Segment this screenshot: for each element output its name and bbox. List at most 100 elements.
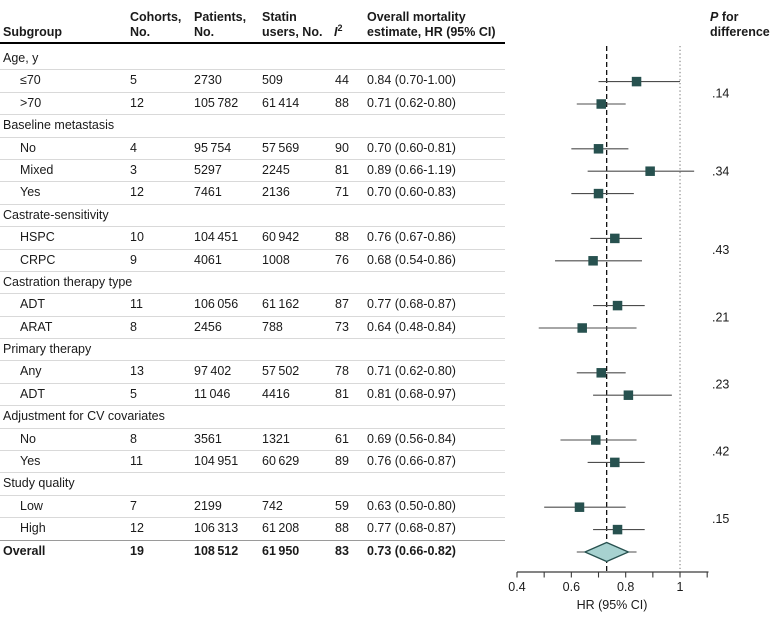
cell-cohorts: 12 [130,521,144,536]
cell-i2: 73 [335,319,349,334]
table-section-row: Baseline metastasis [0,115,505,138]
cell-patients: 7461 [194,185,222,200]
col-header-mortality-estimate: Overall mortality estimate, HR (95% CI) [367,10,496,39]
cell-hr: 0.70 (0.60-0.83) [367,185,456,200]
cell-label: Primary therapy [3,342,92,357]
p-for-difference-value: .23 [712,378,729,392]
hr-point-marker [591,435,601,445]
cell-i2: 78 [335,364,349,379]
cell-i2: 44 [335,73,349,88]
x-axis-tick-label: 1 [677,580,684,594]
hr-point-marker [645,166,655,176]
cell-cohorts: 5 [130,386,137,401]
cell-patients: 4061 [194,252,222,267]
cell-label: ≤70 [20,73,41,88]
cell-patients: 5297 [194,162,222,177]
cell-label: Overall [3,543,46,558]
col-header-patients: Patients, No. [194,10,247,39]
cell-statin: 2136 [262,185,290,200]
cell-hr: 0.69 (0.56-0.84) [367,431,456,446]
cell-cohorts: 8 [130,319,137,334]
table-row: No 8 3561 1321 61 0.69 (0.56-0.84) [0,429,505,452]
cell-statin: 4416 [262,386,290,401]
hr-point-marker [612,524,623,535]
x-axis-tick-label: 0.8 [617,580,634,594]
p-for-difference-value: .43 [712,243,729,257]
table-row: Mixed 3 5297 2245 81 0.89 (0.66-1.19) [0,160,505,183]
table-row: HSPC 10 104 451 60 942 88 0.76 (0.67-0.86) [0,227,505,250]
cell-cohorts: 8 [130,431,137,446]
col-header-statin-users: Statin users, No. [262,10,323,39]
cell-hr: 0.76 (0.66-0.87) [367,454,456,469]
table-section-row: Castration therapy type [0,272,505,295]
cell-cohorts: 10 [130,230,144,245]
table-row: Any 13 97 402 57 502 78 0.71 (0.62-0.80) [0,361,505,384]
cell-cohorts: 13 [130,364,144,379]
cell-patients: 2730 [194,73,222,88]
cell-statin: 2245 [262,162,290,177]
cell-hr: 0.73 (0.66-0.82) [367,543,456,558]
cell-patients: 106 313 [194,521,239,536]
cell-cohorts: 11 [130,454,143,469]
cell-statin: 60 942 [262,230,300,245]
p-for-difference-value: .21 [712,310,729,324]
cell-statin: 788 [262,319,283,334]
cell-hr: 0.63 (0.50-0.80) [367,498,456,513]
hr-point-marker [610,457,620,468]
cell-label: Age, y [3,51,39,65]
hr-point-marker [596,368,606,378]
hr-point-marker [577,323,587,333]
cell-label: High [20,521,46,536]
table-section-row: Castrate-sensitivity [0,205,505,228]
cell-label: ADT [20,386,45,401]
cell-label: Study quality [3,476,75,491]
table-row: Yes 12 7461 2136 71 0.70 (0.60-0.83) [0,182,505,205]
cell-patients: 2456 [194,319,222,334]
x-axis-title: HR (95% CI) [577,598,648,612]
cell-statin: 60 629 [262,454,300,469]
table-row: High 12 106 313 61 208 88 0.77 (0.68-0.87) [0,518,505,541]
cell-patients: 105 782 [194,95,239,110]
cell-label: Low [20,498,43,513]
table-row: ≤70 5 2730 509 44 0.84 (0.70-1.00) [0,70,505,93]
hr-point-marker [596,99,606,109]
cell-label: Castration therapy type [3,274,133,289]
x-axis-tick-label: 0.6 [563,580,580,594]
hr-point-marker [610,233,620,244]
cell-statin: 57 502 [262,364,300,379]
cell-i2: 61 [335,431,349,446]
cell-label: No [20,431,36,446]
cell-i2: 76 [335,252,349,267]
cell-label: ADT [20,297,45,312]
col-header-i-squared: I2 [334,22,343,39]
cell-hr: 0.77 (0.68-0.87) [367,521,456,536]
cell-label: No [20,140,36,155]
cell-i2: 81 [335,386,349,401]
cell-label: >70 [20,95,42,110]
cell-statin: 1008 [262,252,290,267]
cell-statin: 57 569 [262,140,300,155]
table-row: CRPC 9 4061 1008 76 0.68 (0.54-0.86) [0,250,505,272]
cell-i2: 81 [335,162,349,177]
cell-statin: 1321 [262,431,290,446]
cell-hr: 0.77 (0.68-0.87) [367,297,456,312]
cell-cohorts: 4 [130,140,137,155]
table-section-row: Study quality [0,473,505,496]
cell-i2: 88 [335,230,349,245]
hr-point-marker [574,502,585,512]
x-axis-tick-label: 0.4 [508,580,525,594]
cell-cohorts: 3 [130,162,137,177]
table-section-row: Adjustment for CV covariates [0,406,505,429]
hr-point-marker [631,76,642,87]
cell-patients: 104 451 [194,230,239,245]
cell-label: HSPC [20,230,55,245]
cell-i2: 59 [335,498,349,513]
hr-point-marker [593,188,604,199]
hr-point-marker [588,256,598,266]
cell-statin: 61 950 [262,543,300,558]
cell-cohorts: 5 [130,73,137,88]
cell-i2: 88 [335,95,349,110]
cell-cohorts: 12 [130,185,144,200]
cell-label: Baseline metastasis [3,118,115,133]
cell-label: Mixed [20,162,54,177]
